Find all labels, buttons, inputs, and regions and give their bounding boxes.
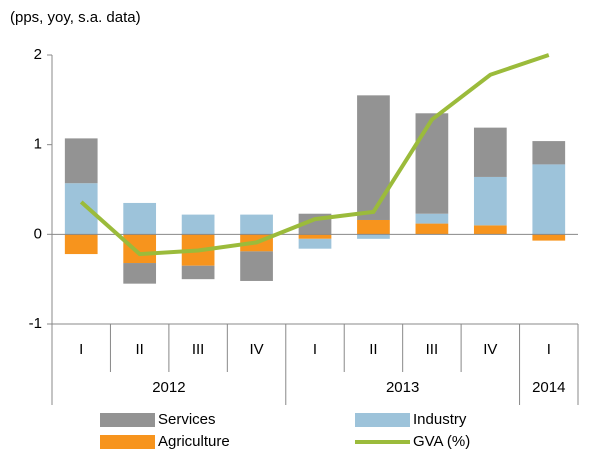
- bar-segment: [532, 234, 566, 241]
- year-label: 2014: [532, 379, 565, 396]
- y-tick-label: 1: [34, 136, 42, 153]
- x-tick-label: I: [547, 341, 551, 358]
- legend-label: GVA (%): [413, 433, 470, 450]
- x-tick-label: I: [79, 341, 83, 358]
- x-tick-label: IV: [249, 341, 263, 358]
- bar-segment: [357, 95, 390, 220]
- x-tick-label: III: [426, 341, 439, 358]
- bar-segment: [64, 138, 98, 184]
- bar-segment: [473, 225, 507, 235]
- bar-segment: [473, 176, 507, 226]
- y-tick-label: 0: [34, 225, 42, 242]
- bar-segment: [357, 234, 390, 239]
- bar-segment: [123, 234, 157, 264]
- x-tick-label: III: [192, 341, 205, 358]
- bar-segment: [415, 213, 449, 224]
- bar-segment: [181, 214, 215, 235]
- bar-segment: [181, 265, 215, 280]
- bar-segment: [123, 263, 157, 284]
- bar-segment: [64, 183, 98, 235]
- bar-segment: [298, 238, 332, 249]
- x-tick-label: I: [313, 341, 317, 358]
- y-tick-label: -1: [29, 315, 42, 332]
- year-label: 2013: [386, 379, 419, 396]
- subtitle: (pps, yoy, s.a. data): [10, 9, 141, 26]
- bar-segment: [415, 113, 449, 214]
- legend-label: Agriculture: [158, 433, 230, 450]
- x-tick-label: II: [135, 341, 143, 358]
- legend-swatch: [100, 435, 155, 449]
- gva-line: [79, 53, 550, 257]
- bar-segment: [298, 234, 332, 239]
- legend-label: Services: [158, 411, 216, 428]
- bar-segment: [473, 127, 507, 177]
- x-tick-label: IV: [483, 341, 497, 358]
- bar-segment: [240, 251, 273, 281]
- legend-swatch: [355, 413, 410, 427]
- legend-swatch: [100, 413, 155, 427]
- bar-segment: [357, 219, 390, 235]
- bar-segment: [532, 141, 566, 165]
- year-label: 2012: [152, 379, 185, 396]
- bar-segment: [64, 234, 98, 255]
- legend-label: Industry: [413, 411, 467, 428]
- y-tick-label: 2: [34, 46, 42, 63]
- bar-segment: [240, 214, 273, 235]
- x-tick-label: II: [369, 341, 377, 358]
- bar-segment: [123, 202, 157, 235]
- bar-segment: [415, 223, 449, 235]
- bar-segment: [532, 164, 566, 235]
